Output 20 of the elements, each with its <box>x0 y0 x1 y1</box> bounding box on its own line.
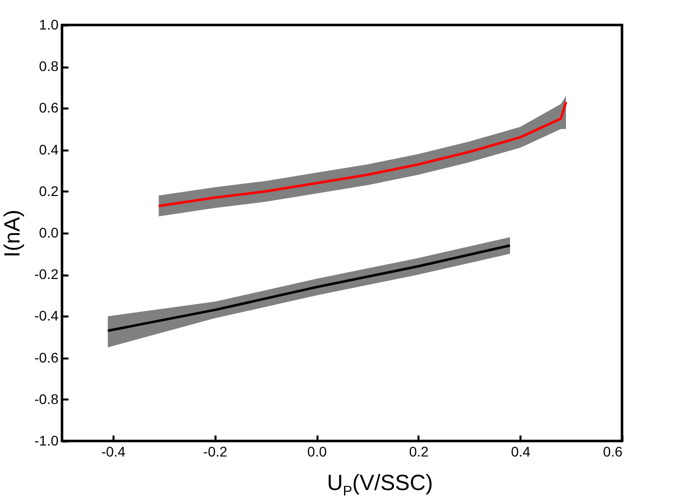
x-tick-label: 0.4 <box>510 444 531 460</box>
y-tick-label: 0.2 <box>39 182 59 199</box>
y-tick-label: -1.0 <box>34 432 59 448</box>
y-tick-label: -0.6 <box>34 349 59 366</box>
y-tick-label: -0.8 <box>34 390 59 407</box>
y-axis-title: I(nA) <box>0 210 24 258</box>
y-tick-label: 0.6 <box>39 100 59 116</box>
y-tick-label: -0.2 <box>34 266 59 282</box>
y-tick-label: 0.0 <box>39 224 59 240</box>
y-tick-label: 0.4 <box>39 141 59 158</box>
line-series <box>106 244 512 332</box>
x-tick-label: 0.0 <box>307 444 327 460</box>
x-tick-label: 0.2 <box>409 444 429 460</box>
x-tick-label: -0.4 <box>101 444 126 460</box>
x-tick-label: -0.2 <box>203 444 228 460</box>
x-tick-label: 0.6 <box>603 444 623 460</box>
x-axis-title: U$_{P}$(V/SSC) <box>326 470 434 498</box>
y-tick-label: -0.4 <box>34 308 59 324</box>
y-tick-label: 0.8 <box>39 58 59 74</box>
y-tick-label: 1.0 <box>39 16 59 32</box>
